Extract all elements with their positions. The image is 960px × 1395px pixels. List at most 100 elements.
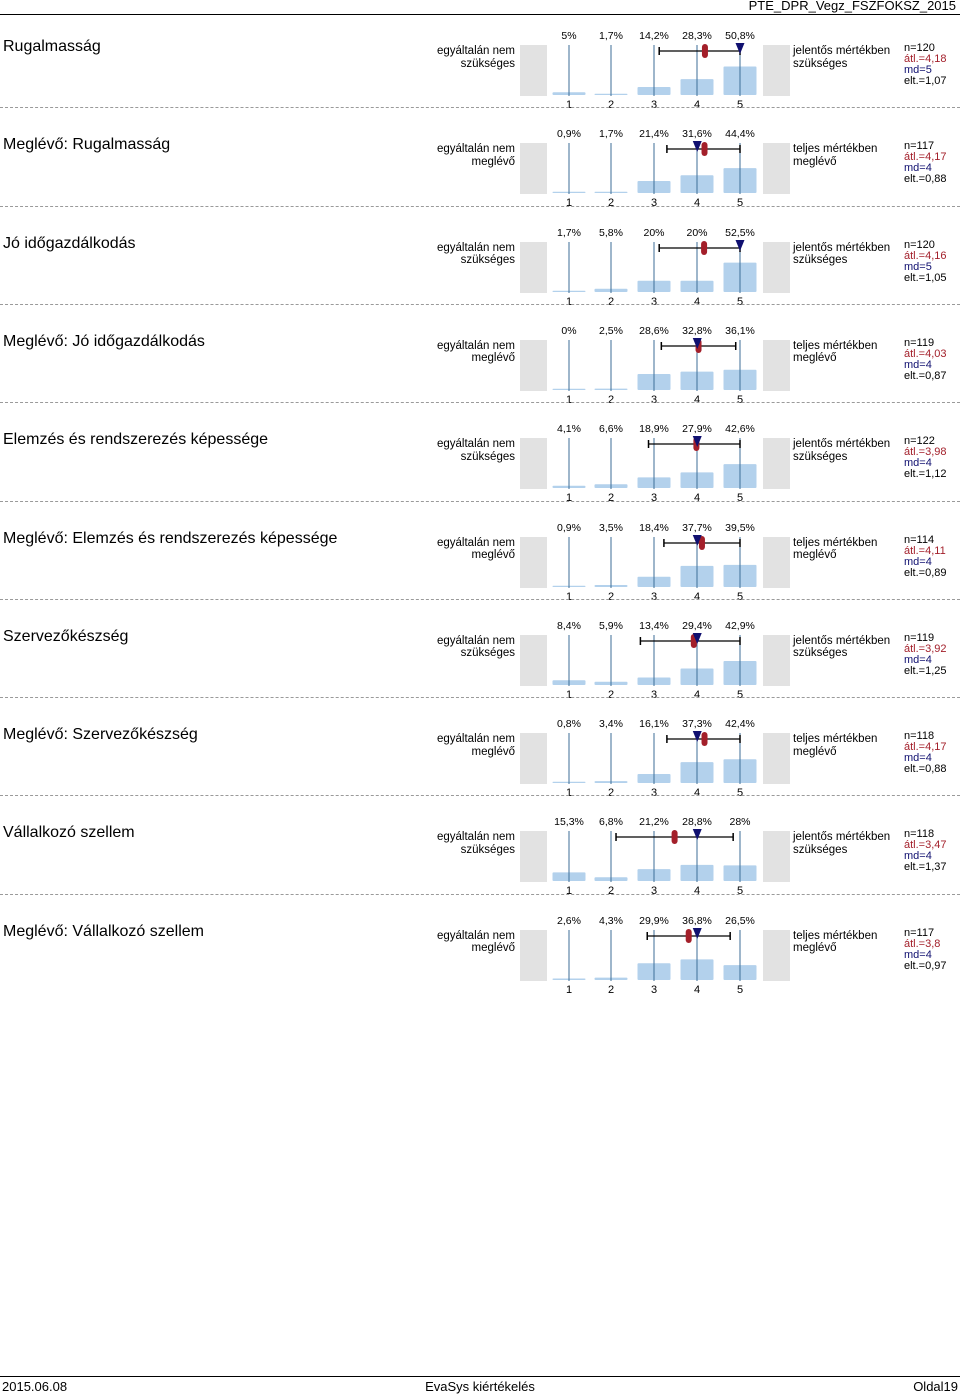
median-marker [692,632,702,644]
left-gray-box [520,733,547,785]
percent-label: 39,5% [725,522,755,534]
percent-label: 1,7% [557,227,581,239]
scale-left-line: egyáltalán nem [437,45,515,57]
stat-sd: elt.=1,37 [904,861,947,874]
scale-right-line: jelentős mértékben [793,831,891,844]
right-gray-box [763,634,790,686]
median-marker [692,829,702,841]
question-label: Meglévő: Szervezőkészség [3,726,198,744]
percent-label: 16,1% [639,718,669,730]
distribution-svg: 0,9% 1,7% 21,4% 31,6% 44,4% 1 2 3 4 5 [520,128,790,209]
scale-axis-label: 2 [608,296,614,308]
scale-right-line: meglévő [793,745,837,758]
scale-axis-label: 1 [566,296,572,308]
scale-left-line: szükséges [460,57,515,70]
left-gray-box [520,241,547,293]
scale-left-label: egyáltalán nem szükséges [430,242,515,267]
scale-right-line: szükséges [793,450,848,463]
percent-label: 2,6% [557,915,581,927]
scale-axis-label: 5 [737,689,743,701]
row-divider [0,205,960,207]
distribution-chart: 15,3% 6,8% 21,2% 28,8% 28% 1 2 3 4 5 [520,804,790,902]
scale-left-line: egyáltalán nem [437,929,515,942]
scale-axis-label: 5 [737,984,743,996]
mean-marker [701,44,708,58]
left-gray-box [520,929,547,981]
scale-right-label: jelentős mértékben szükséges [793,45,893,70]
scale-right-line: meglévő [793,155,837,168]
right-gray-box [763,339,790,391]
stat-n: n=117 [904,140,935,153]
left-gray-box [520,143,547,195]
scale-axis-label: 2 [608,99,614,111]
stat-n: n=118 [904,730,935,743]
mean-marker [701,240,708,255]
scale-axis-label: 4 [694,197,700,209]
scale-left-line: meglévő [471,352,515,365]
percent-label: 0,9% [557,522,581,534]
stat-median: md=4 [904,457,932,470]
stat-mean: átl.=4,03 [904,347,947,360]
document-title: PTE_DPR_Vegz_FSZFOKSZ_2015 [748,0,956,13]
scale-axis-label: 2 [608,787,614,799]
footer-system: EvaSys kiértékelés [425,1379,535,1394]
mean-marker [698,535,705,550]
percent-label: 37,3% [682,718,712,730]
stat-sd: elt.=0,97 [904,959,947,972]
stats-block: n=114 átl.=4,11 md=4 elt.=0,89 [904,534,947,579]
result-row: Meglévő: Elemzés és rendszerezés képessé… [0,500,960,608]
question-label: Vállalkozó szellem [3,824,135,842]
question-label: Szervezőkészség [3,627,129,645]
scale-right-line: teljes mértékben [793,733,878,746]
stat-n: n=120 [904,238,935,251]
stat-sd: elt.=1,12 [904,468,947,481]
distribution-svg: 2,6% 4,3% 29,9% 36,8% 26,5% 1 2 3 4 5 [520,915,790,996]
scale-right-label: jelentős mértékben szükséges [793,242,893,267]
scale-right-line: szükséges [793,647,848,660]
scale-left-line: meglévő [471,745,515,758]
scale-axis-label: 2 [608,885,614,897]
stats-block: n=120 átl.=4,18 md=5 elt.=1,07 [904,43,947,87]
scale-axis-label: 3 [651,591,657,603]
distribution-svg: 4,1% 6,6% 18,9% 27,9% 42,6% 1 2 3 4 5 [520,423,790,504]
scale-left-line: egyáltalán nem [437,241,515,254]
result-row: Rugalmasság egyáltalán nem szükséges jelent… [0,18,960,116]
stats-block: n=117 átl.=3,8 md=4 elt.=0,97 [904,927,947,972]
stat-sd: elt.=0,89 [904,566,947,579]
scale-right-line: jelentős mértékben [793,45,891,57]
distribution-chart: 0,8% 3,4% 16,1% 37,3% 42,4% 1 2 3 4 5 [520,706,790,804]
distribution-chart: 0,9% 1,7% 21,4% 31,6% 44,4% 1 2 3 4 5 [520,116,790,214]
percent-label: 5% [561,30,576,42]
scale-axis-label: 1 [566,197,572,209]
scale-left-label: egyáltalán nem szükséges [430,635,515,660]
scale-left-label: egyáltalán nem meglévő [430,733,515,758]
stat-sd: elt.=0,87 [904,369,947,382]
distribution-chart: 1,7% 5,8% 20% 20% 52,5% 1 2 3 4 5 [520,215,790,313]
percent-label: 13,4% [639,620,669,632]
stat-mean: átl.=3,8 [904,937,941,950]
row-divider [0,893,960,895]
stat-sd: elt.=0,88 [904,173,947,186]
scale-axis-label: 4 [694,99,700,111]
scale-right-label: jelentős mértékben szükséges [793,831,893,856]
percent-label: 6,8% [599,816,623,828]
scale-left-line: szükséges [460,254,515,267]
scale-right-line: szükséges [793,254,848,267]
median-marker [735,43,745,54]
median-marker [735,239,745,251]
scale-right-line: teljes mértékben [793,339,878,352]
scale-axis-label: 5 [737,787,743,799]
scale-axis-label: 3 [651,99,657,111]
scale-right-label: teljes mértékben meglévő [793,930,893,955]
percent-label: 21,4% [639,128,669,140]
row-divider [0,795,960,797]
stat-sd: elt.=1,05 [904,271,947,284]
percent-label: 4,3% [599,915,623,927]
scale-left-label: egyáltalán nem meglévő [430,340,515,365]
question-label: Jó időgazdálkodás [3,234,136,252]
scale-right-label: teljes mértékben meglévő [793,733,893,758]
question-label: Elemzés és rendszerezés képessége [3,431,269,449]
scale-left-line: egyáltalán nem [437,634,515,647]
stat-median: md=4 [904,162,932,175]
scale-axis-label: 1 [566,394,572,406]
